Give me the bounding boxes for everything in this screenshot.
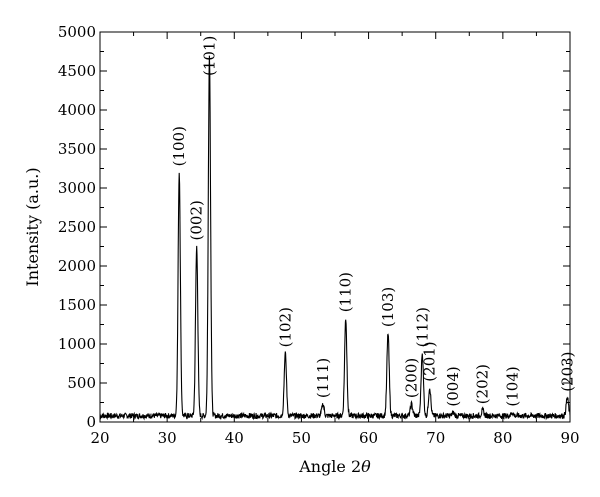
diffraction-curve bbox=[99, 55, 571, 421]
x-tick-label: 70 bbox=[426, 429, 445, 447]
x-axis-title: Angle 2θ bbox=[298, 457, 371, 476]
peak-label: (103) bbox=[379, 287, 397, 327]
x-tick-label: 90 bbox=[560, 429, 579, 447]
y-tick-label: 2000 bbox=[58, 257, 96, 275]
diffraction-pattern-line bbox=[99, 55, 571, 421]
peak-label: (203) bbox=[558, 351, 576, 391]
y-tick-label: 1000 bbox=[58, 335, 96, 353]
y-tick-label: 5000 bbox=[58, 23, 96, 41]
peak-label: (112) bbox=[413, 307, 431, 347]
x-tick-label: 20 bbox=[90, 429, 109, 447]
peak-label: (202) bbox=[474, 364, 492, 404]
y-tick-label: 3000 bbox=[58, 179, 96, 197]
peak-label: (100) bbox=[170, 126, 188, 166]
peak-label: (201) bbox=[421, 341, 439, 381]
x-tick-label: 60 bbox=[359, 429, 378, 447]
y-tick-label: 2500 bbox=[58, 218, 96, 236]
y-tick-label: 500 bbox=[67, 374, 96, 392]
x-tick-label: 50 bbox=[292, 429, 311, 447]
peak-label: (104) bbox=[503, 366, 521, 406]
y-axis: 0 500 1000 1500 2000 2500 3000 3500 4000 4500 5000 bbox=[58, 23, 570, 431]
peak-label: (002) bbox=[188, 200, 206, 240]
y-tick-label: 3500 bbox=[58, 140, 96, 158]
y-axis-title: Intensity (a.u.) bbox=[23, 167, 42, 286]
peak-labels: (100) (002) (101) (102) (111) (110) (103) (200)… bbox=[170, 36, 576, 407]
y-tick-label: 4500 bbox=[58, 62, 96, 80]
peak-label: (004) bbox=[444, 366, 462, 406]
peak-label: (110) bbox=[337, 272, 355, 312]
peak-label: (111) bbox=[314, 358, 332, 398]
x-axis: 20 30 40 50 60 70 80 90 bbox=[90, 32, 580, 447]
y-tick-label: 0 bbox=[86, 413, 96, 431]
plot-frame bbox=[99, 31, 571, 423]
x-tick-label: 80 bbox=[493, 429, 512, 447]
y-tick-label: 4000 bbox=[58, 101, 96, 119]
peak-label: (102) bbox=[276, 307, 294, 347]
x-tick-label: 40 bbox=[225, 429, 244, 447]
peak-label: (101) bbox=[200, 36, 218, 76]
peak-label: (200) bbox=[403, 358, 421, 398]
x-tick-label: 30 bbox=[158, 429, 177, 447]
y-tick-label: 1500 bbox=[58, 296, 96, 314]
